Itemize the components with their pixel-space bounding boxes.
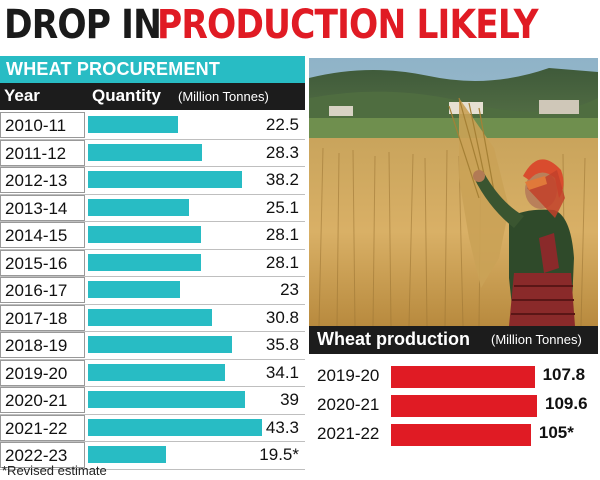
table-row: 2020-21 39 [0,387,305,415]
bar-cell: 19.5* [84,442,305,468]
production-year-label: 2021-22 [317,424,380,443]
table-row: 2022-23 19.5* [0,442,305,470]
procurement-bar [88,308,212,326]
year-label: 2014-15 [0,222,84,248]
production-year-label: 2020-21 [317,395,380,414]
bar-cell: 28.3 [84,139,305,166]
column-unit-label: (Million Tonnes) [178,89,269,104]
bar-cell: 30.8 [84,304,305,331]
production-row: 2019-20 107.8 [309,364,598,393]
production-rows: 2019-20 107.8 2020-21 109.6 2021-22 105* [309,364,598,451]
bar-cell: 35.8 [84,332,305,358]
table-row: 2011-12 28.3 [0,139,305,167]
column-quantity-label: Quantity [92,86,161,105]
production-chart: Wheat production (Million Tonnes) 2019-2… [309,326,598,462]
bar-cell: 28.1 [84,222,305,248]
headline-part1: DROP IN [4,2,162,48]
year-label: 2019-20 [0,359,84,386]
value-label: 28.1 [265,225,299,244]
year-label: 2013-14 [0,194,84,221]
year-label: 2012-13 [0,167,84,193]
procurement-bar [88,116,179,133]
bar-cell: 38.2 [84,167,305,193]
table-row: 2021-22 43.3 [0,414,305,442]
table-row: 2012-13 38.2 [0,167,305,195]
value-label: 22.5 [265,115,299,134]
production-bar [391,424,531,446]
value-label: 43.3 [265,417,299,437]
procurement-column-header: Year Quantity (Million Tonnes) [0,83,305,110]
procurement-rows: 2010-11 22.5 2011-12 28.3 2012-13 38.2 2013-14… [0,112,305,470]
procurement-bar [88,198,189,216]
table-row: 2019-20 34.1 [0,359,305,387]
table-row: 2013-14 25.1 [0,194,305,222]
bar-cell: 34.1 [84,359,305,386]
procurement-bar [88,226,201,243]
value-label: 39 [280,390,299,409]
procurement-bar [88,418,262,436]
production-title: Wheat production [317,329,470,349]
procurement-bar [88,281,181,298]
year-label: 2021-22 [0,414,84,441]
production-year-label: 2019-20 [317,366,380,385]
year-label: 2022-23 [0,442,84,468]
table-row: 2016-17 23 [0,277,305,305]
procurement-bar [88,143,202,161]
production-unit: (Million Tonnes) [491,332,582,347]
procurement-bar [88,253,201,271]
procurement-bar [88,391,245,408]
footnote: *Revised estimate [2,463,107,478]
production-row: 2020-21 109.6 [309,393,598,422]
production-value-label: 107.8 [542,365,586,384]
value-label: 35.8 [265,335,299,354]
value-label: 28.3 [265,142,299,162]
wheat-field-image [309,58,598,326]
farmer-harvesting-wheat-photo [309,58,598,326]
value-label: 34.1 [265,362,299,382]
production-bar [391,366,535,388]
headline: DROP IN PRODUCTION LIKELY [4,2,599,52]
headline-part2: PRODUCTION LIKELY [156,2,539,48]
bar-cell: 22.5 [84,112,305,138]
production-bar [391,395,537,417]
production-value-label: 105* [538,423,574,442]
procurement-bar [88,336,232,353]
year-label: 2018-19 [0,332,84,358]
procurement-bar [88,363,226,381]
table-row: 2015-16 28.1 [0,249,305,277]
year-label: 2011-12 [0,139,84,166]
production-value-label: 109.6 [545,394,588,413]
bar-cell: 23 [84,277,305,303]
procurement-bar [88,171,242,188]
year-label: 2015-16 [0,249,84,276]
bar-cell: 25.1 [84,194,305,221]
table-row: 2010-11 22.5 [0,112,305,140]
production-title-bar: Wheat production (Million Tonnes) [309,326,598,354]
year-label: 2017-18 [0,304,84,331]
table-row: 2017-18 30.8 [0,304,305,332]
bar-cell: 39 [84,387,305,413]
procurement-title: WHEAT PROCUREMENT [0,56,305,83]
column-year-label: Year [4,86,40,105]
value-label: 19.5* [259,445,299,464]
value-label: 38.2 [265,170,299,189]
year-label: 2010-11 [0,112,84,138]
table-row: 2014-15 28.1 [0,222,305,250]
production-row: 2021-22 105* [309,422,598,451]
value-label: 25.1 [265,197,299,217]
value-label: 23 [280,280,299,299]
value-label: 30.8 [265,307,299,327]
value-label: 28.1 [265,252,299,272]
year-label: 2020-21 [0,387,84,413]
year-label: 2016-17 [0,277,84,303]
bar-cell: 28.1 [84,249,305,276]
bar-cell: 43.3 [84,414,305,441]
procurement-chart: WHEAT PROCUREMENT Year Quantity (Million… [0,56,305,470]
table-row: 2018-19 35.8 [0,332,305,360]
procurement-bar [88,446,167,463]
